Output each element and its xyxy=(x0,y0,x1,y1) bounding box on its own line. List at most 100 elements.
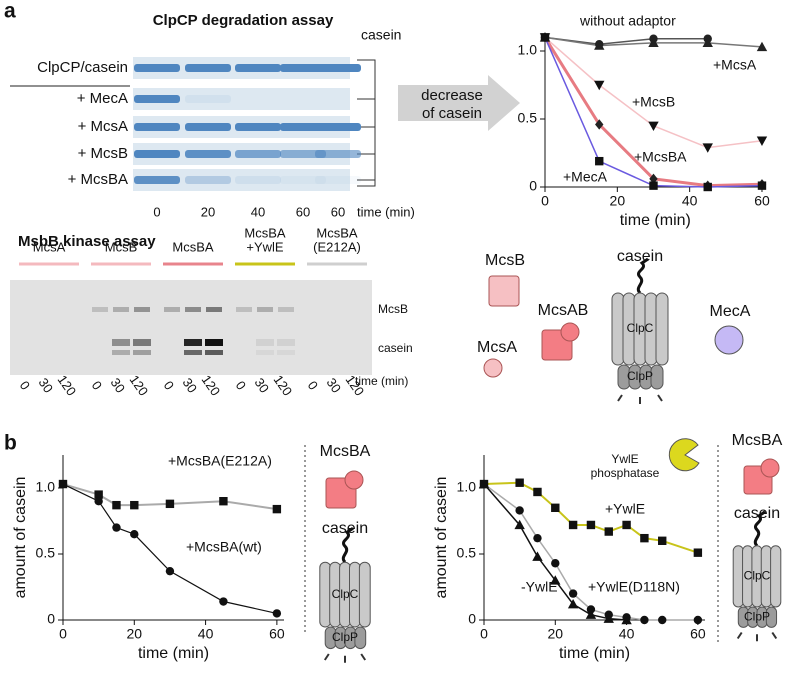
series-label: +YwlE xyxy=(605,501,645,517)
gel-band xyxy=(278,307,294,312)
gel-band xyxy=(277,339,295,346)
marker xyxy=(649,181,658,190)
y-tick-label: 0 xyxy=(47,611,55,627)
marker xyxy=(604,610,613,619)
x-tick-label: 0 xyxy=(541,193,549,209)
label: ClpC xyxy=(744,569,771,583)
marker xyxy=(702,143,713,153)
arrow xyxy=(398,75,520,131)
x-tick-label: 40 xyxy=(198,626,214,642)
row-label: + MecA xyxy=(77,90,128,107)
marker xyxy=(533,533,542,543)
x-tick-label: 40 xyxy=(682,193,698,209)
y-tick-label: 1.0 xyxy=(457,479,477,495)
gel-band xyxy=(185,150,231,158)
marker xyxy=(112,500,121,510)
label: casein xyxy=(322,520,368,537)
marker xyxy=(622,613,631,622)
gel-band xyxy=(112,350,130,355)
x-axis-label: time (min) xyxy=(559,645,630,662)
x-tick-label: 20 xyxy=(127,626,143,642)
lane-label: 0 xyxy=(153,204,160,219)
marker xyxy=(533,487,542,497)
series-line xyxy=(544,36,763,149)
label: McsB xyxy=(485,252,525,269)
lane-label: 0 xyxy=(89,378,105,393)
casein-strand xyxy=(341,526,354,564)
marker xyxy=(514,519,525,530)
lane-label: 30 xyxy=(252,375,273,395)
gel-band xyxy=(185,123,231,131)
label: ClpP xyxy=(332,630,358,644)
lane-label: 120 xyxy=(271,372,296,398)
gel-strip xyxy=(133,169,350,191)
series-line xyxy=(483,483,698,621)
x-axis-label: time (min) xyxy=(138,645,209,662)
marker xyxy=(595,156,604,166)
marker xyxy=(703,182,712,192)
lane-label: 20 xyxy=(201,204,215,219)
marker xyxy=(604,527,613,536)
x-axis-label: time (min) xyxy=(620,212,691,229)
assay-title: ClpCP degradation assay xyxy=(153,12,334,29)
gel-band xyxy=(277,350,295,355)
band-label: McsB xyxy=(378,302,408,316)
y-tick-label: 0 xyxy=(468,611,476,627)
lane-unit: time (min) xyxy=(355,374,408,388)
gel-band xyxy=(134,307,150,312)
marker xyxy=(568,589,578,598)
series-label: +YwlE(D118N) xyxy=(588,579,680,595)
marker xyxy=(515,478,524,487)
label: ClpC xyxy=(627,321,654,335)
gel-band xyxy=(235,123,281,131)
series-label: +McsA xyxy=(713,57,757,73)
group-label: McsBA xyxy=(244,225,286,240)
assay-title: MsbB kinase assay xyxy=(18,233,156,250)
lane-label: 0 xyxy=(161,378,177,393)
gel-band xyxy=(205,339,223,346)
marker xyxy=(622,520,631,530)
protein xyxy=(760,458,780,478)
x-tick-label: 40 xyxy=(619,626,635,642)
gel-band xyxy=(205,350,223,355)
y-tick-label: 0 xyxy=(529,178,537,194)
series-line xyxy=(483,483,627,621)
protein xyxy=(344,470,364,490)
series-label: +McsBA xyxy=(634,149,687,165)
clpp-ring xyxy=(765,606,778,628)
gel-band xyxy=(185,95,231,103)
lane-unit: time (min) xyxy=(357,204,415,219)
clpc-ring xyxy=(611,292,625,366)
lane-label: 0 xyxy=(233,378,249,393)
marker xyxy=(130,500,139,510)
lane-label: 120 xyxy=(127,372,152,398)
clpc-ring xyxy=(770,545,782,608)
protein xyxy=(560,322,580,342)
y-tick-label: 1.0 xyxy=(518,42,538,58)
marker xyxy=(479,479,489,489)
label: ClpC xyxy=(332,587,359,601)
gel-band xyxy=(133,350,151,355)
marker xyxy=(551,503,560,512)
label: MecA xyxy=(710,303,751,320)
gel-band xyxy=(280,150,326,158)
label: McsBA xyxy=(732,432,783,449)
lane-label: 30 xyxy=(180,375,201,395)
gel-band xyxy=(92,307,108,312)
gel-band xyxy=(184,339,202,346)
gel-band xyxy=(236,307,252,312)
marker xyxy=(94,490,103,499)
row-label: ClpCP/casein xyxy=(37,59,128,76)
gel-band xyxy=(235,176,281,184)
lane-label: 0 xyxy=(17,378,33,393)
marker xyxy=(272,504,282,514)
row-label: + McsB xyxy=(78,145,128,162)
gel-band xyxy=(280,123,326,131)
gels: ClpCP/casein + MecA + McsA + McsB + McsBA 0 20… xyxy=(10,57,372,399)
label: McsA xyxy=(477,339,517,356)
lane-label: 120 xyxy=(55,372,80,398)
gel-band xyxy=(315,176,361,184)
x-tick-label: 60 xyxy=(269,626,285,642)
gel-band xyxy=(134,64,180,72)
clpc-ring xyxy=(732,545,744,608)
